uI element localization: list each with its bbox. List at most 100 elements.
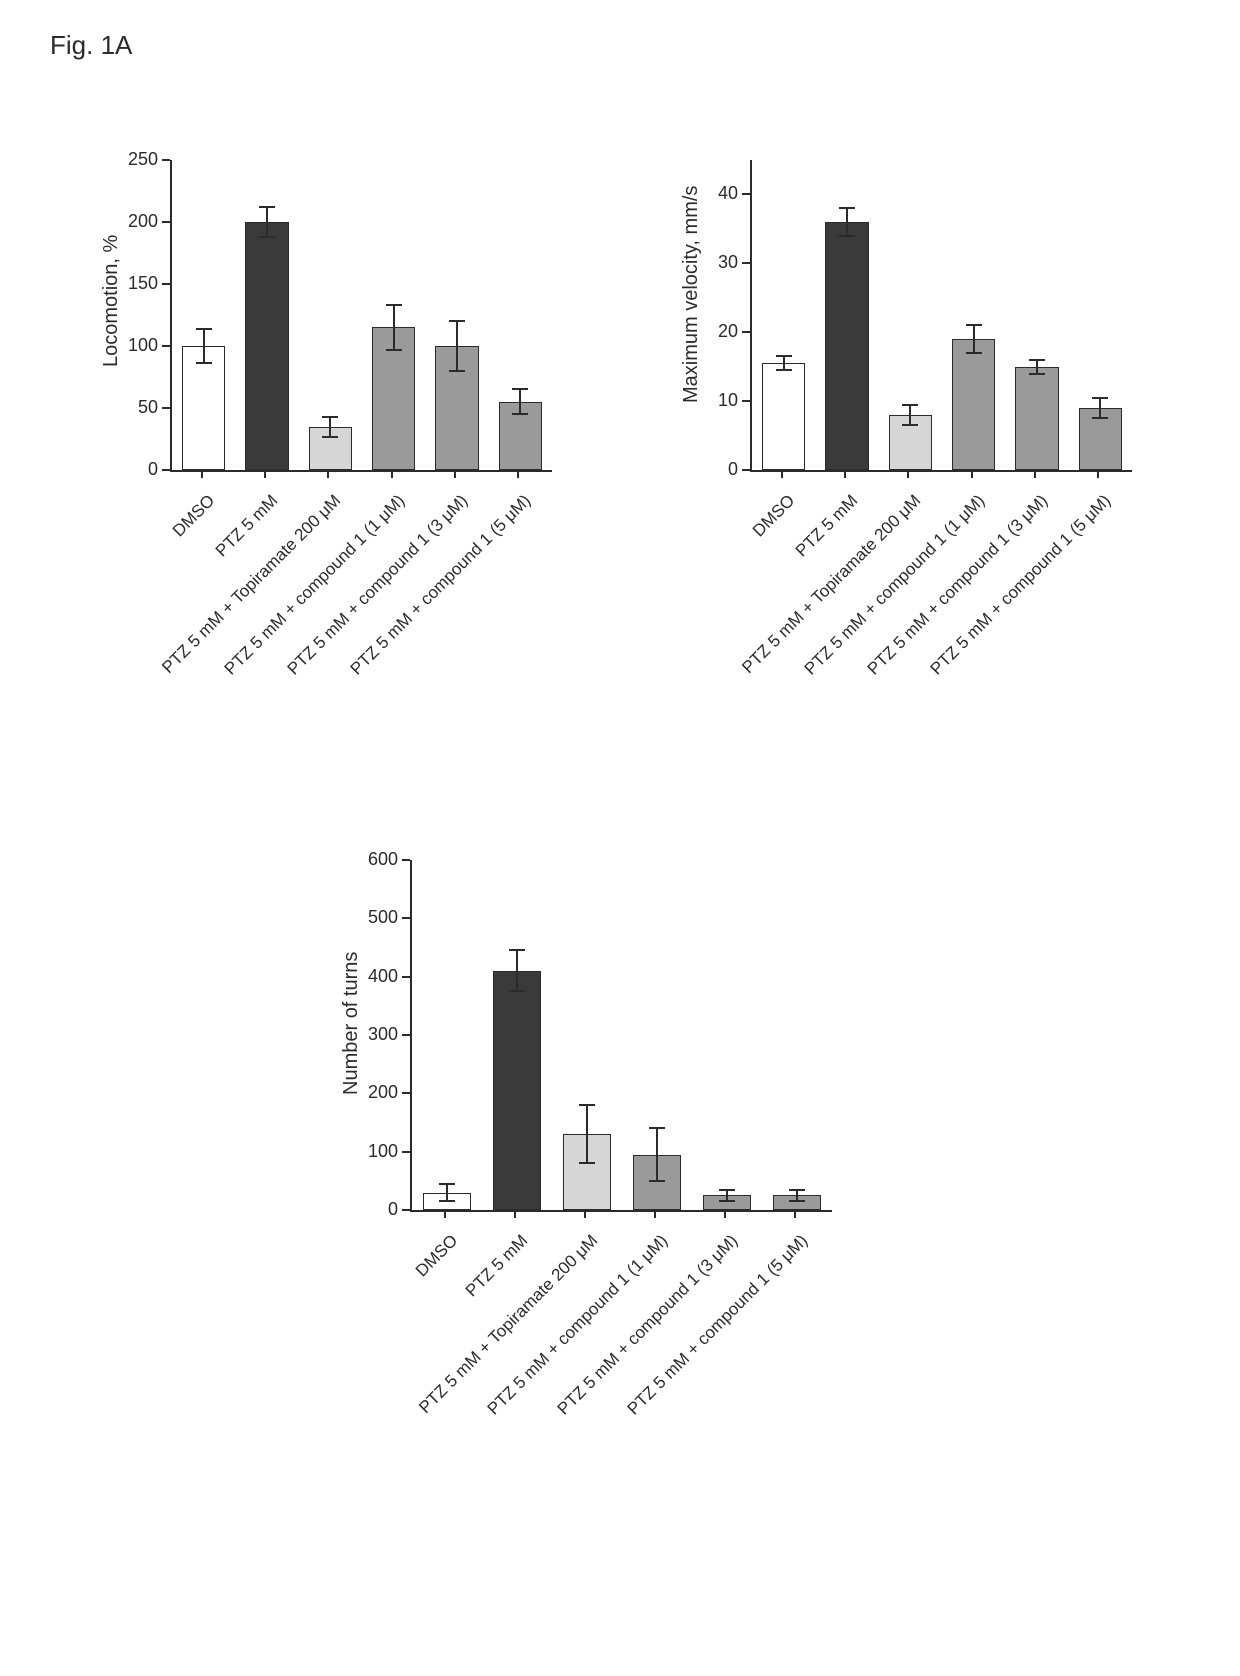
plot-area: [410, 860, 832, 1212]
y-tick-mark: [402, 1092, 410, 1094]
x-tick-mark: [724, 1210, 726, 1218]
y-tick-mark: [162, 407, 170, 409]
x-tick-mark: [584, 1210, 586, 1218]
y-tick-mark: [162, 221, 170, 223]
error-bar: [1036, 360, 1038, 374]
error-bar: [586, 1105, 588, 1163]
error-cap: [839, 207, 855, 209]
error-cap: [386, 349, 402, 351]
error-cap: [789, 1200, 805, 1202]
error-bar: [266, 207, 268, 237]
error-cap: [449, 370, 465, 372]
x-tick-mark: [454, 470, 456, 478]
y-tick-label: 600: [350, 849, 398, 870]
x-tick-mark: [781, 470, 783, 478]
x-tick-mark: [327, 470, 329, 478]
error-cap: [902, 404, 918, 406]
error-cap: [579, 1162, 595, 1164]
error-cap: [322, 436, 338, 438]
error-bar: [516, 950, 518, 991]
error-cap: [579, 1104, 595, 1106]
y-tick-label: 0: [690, 459, 738, 480]
error-bar: [846, 208, 848, 236]
y-tick-mark: [742, 400, 750, 402]
y-tick-label: 0: [350, 1199, 398, 1220]
error-cap: [386, 304, 402, 306]
error-bar: [783, 356, 785, 370]
error-cap: [509, 990, 525, 992]
bar: [762, 363, 805, 470]
error-bar: [973, 325, 975, 353]
error-cap: [512, 388, 528, 390]
chart-turns: 0100200300400500600Number of turnsDMSOPT…: [300, 850, 920, 1530]
error-cap: [512, 413, 528, 415]
error-bar: [456, 321, 458, 371]
error-bar: [329, 417, 331, 437]
x-tick-mark: [514, 1210, 516, 1218]
error-cap: [776, 369, 792, 371]
y-tick-mark: [742, 469, 750, 471]
x-tick-mark: [654, 1210, 656, 1218]
plot-area: [170, 160, 552, 472]
y-tick-label: 200: [110, 211, 158, 232]
x-tick-mark: [1097, 470, 1099, 478]
error-cap: [259, 206, 275, 208]
error-cap: [1092, 417, 1108, 419]
x-tick-mark: [1034, 470, 1036, 478]
error-cap: [902, 424, 918, 426]
error-cap: [439, 1183, 455, 1185]
error-bar: [909, 405, 911, 426]
error-cap: [649, 1180, 665, 1182]
y-tick-label: 500: [350, 907, 398, 928]
plot-area: [750, 160, 1132, 472]
chart-locomotion: 050100150200250Locomotion, %DMSOPTZ 5 mM…: [70, 150, 610, 750]
error-bar: [1099, 398, 1101, 419]
error-cap: [1029, 373, 1045, 375]
y-tick-mark: [402, 1034, 410, 1036]
error-cap: [776, 355, 792, 357]
error-cap: [966, 324, 982, 326]
y-tick-mark: [402, 1151, 410, 1153]
error-bar: [656, 1128, 658, 1181]
error-cap: [449, 320, 465, 322]
error-cap: [1092, 397, 1108, 399]
y-axis-label: Maximum velocity, mm/s: [680, 186, 703, 403]
figure-label: Fig. 1A: [50, 30, 132, 61]
bar: [493, 971, 541, 1210]
y-tick-label: 100: [350, 1141, 398, 1162]
error-cap: [789, 1189, 805, 1191]
bar: [245, 222, 288, 470]
x-tick-mark: [201, 470, 203, 478]
bar: [825, 222, 868, 470]
y-tick-mark: [742, 262, 750, 264]
y-tick-mark: [742, 193, 750, 195]
error-cap: [649, 1127, 665, 1129]
y-tick-mark: [162, 159, 170, 161]
chart-max-velocity: 010203040Maximum velocity, mm/sDMSOPTZ 5…: [650, 150, 1210, 750]
y-tick-label: 50: [110, 397, 158, 418]
error-bar: [203, 329, 205, 364]
y-axis-label: Locomotion, %: [100, 235, 123, 367]
x-tick-mark: [844, 470, 846, 478]
x-tick-mark: [794, 1210, 796, 1218]
y-tick-mark: [402, 1209, 410, 1211]
error-cap: [719, 1189, 735, 1191]
y-tick-mark: [402, 917, 410, 919]
error-cap: [509, 949, 525, 951]
error-bar: [393, 305, 395, 350]
bar: [1015, 367, 1058, 470]
x-tick-mark: [264, 470, 266, 478]
x-tick-mark: [444, 1210, 446, 1218]
y-tick-mark: [742, 331, 750, 333]
x-tick-mark: [391, 470, 393, 478]
y-tick-mark: [162, 283, 170, 285]
y-tick-label: 250: [110, 149, 158, 170]
error-cap: [196, 328, 212, 330]
error-bar: [519, 389, 521, 414]
x-tick-mark: [907, 470, 909, 478]
error-cap: [966, 352, 982, 354]
y-tick-mark: [402, 859, 410, 861]
x-tick-mark: [517, 470, 519, 478]
y-axis-label: Number of turns: [340, 952, 363, 1095]
y-tick-label: 0: [110, 459, 158, 480]
